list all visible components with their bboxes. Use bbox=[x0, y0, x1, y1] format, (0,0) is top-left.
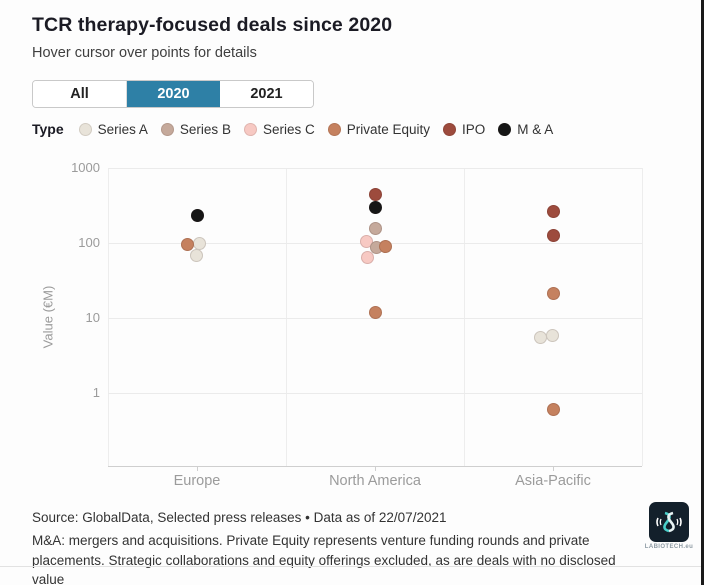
data-point-ipo[interactable] bbox=[546, 229, 560, 243]
data-point-ipo[interactable] bbox=[368, 187, 382, 201]
data-point-m-a[interactable] bbox=[190, 209, 204, 223]
data-point-ipo[interactable] bbox=[546, 205, 560, 219]
page-title: TCR therapy-focused deals since 2020 bbox=[32, 14, 393, 36]
data-point-private-equity[interactable] bbox=[378, 239, 392, 253]
data-point-series-c[interactable] bbox=[359, 234, 373, 248]
data-point-private-equity[interactable] bbox=[180, 238, 194, 252]
x-axis-category-label: Asia-Pacific bbox=[515, 473, 591, 489]
legend-dot bbox=[160, 122, 174, 136]
legend-item-m-a: M & A bbox=[498, 122, 553, 137]
legend-item-series-c: Series C bbox=[243, 121, 315, 137]
gridline-vertical bbox=[642, 168, 643, 466]
tab-2021[interactable]: 2021 bbox=[220, 81, 313, 107]
data-point-series-a[interactable] bbox=[192, 237, 206, 251]
legend-title: Type bbox=[32, 121, 64, 137]
data-point-private-equity[interactable] bbox=[368, 305, 382, 319]
tab-2020[interactable]: 2020 bbox=[127, 81, 220, 107]
legend-item-private-equity: Private Equity bbox=[327, 121, 431, 137]
x-axis-category-label: North America bbox=[329, 473, 421, 489]
legend-label-text: M & A bbox=[517, 121, 554, 137]
data-point-series-a[interactable] bbox=[189, 249, 203, 263]
data-point-private-equity[interactable] bbox=[546, 403, 560, 417]
gridline-horizontal bbox=[108, 168, 642, 169]
dna-helix-icon bbox=[656, 511, 682, 533]
legend-label-text: Series A bbox=[97, 121, 148, 137]
year-filter-tabs: All 2020 2021 bbox=[32, 80, 314, 108]
legend-label-text: Series B bbox=[179, 121, 231, 137]
legend-item-series-b: Series B bbox=[160, 121, 231, 137]
gridline-vertical bbox=[108, 168, 109, 466]
source-text: Source: GlobalData, Selected press relea… bbox=[32, 510, 447, 525]
legend-dot bbox=[498, 122, 512, 136]
chart-subtitle: Hover cursor over points for details bbox=[32, 45, 257, 61]
x-axis-tick bbox=[553, 466, 554, 471]
legend-label-text: Series C bbox=[262, 121, 315, 137]
data-point-private-equity[interactable] bbox=[546, 287, 560, 301]
data-point-m-a[interactable] bbox=[368, 200, 382, 214]
data-point-series-b[interactable] bbox=[368, 222, 382, 236]
legend-dot bbox=[327, 122, 341, 136]
y-axis-tick-label: 100 bbox=[78, 235, 100, 250]
y-axis-tick-label: 1 bbox=[92, 385, 100, 400]
footnote-text: M&A: mergers and acquisitions. Private E… bbox=[32, 533, 616, 585]
legend-dot bbox=[443, 122, 457, 136]
gridline-horizontal bbox=[108, 393, 642, 394]
legend-item-ipo: IPO bbox=[443, 122, 485, 137]
y-axis-tick-label: 1000 bbox=[71, 160, 100, 175]
legend-dot bbox=[243, 122, 257, 136]
publisher-logo: LABIOTECH.eu bbox=[644, 502, 694, 550]
bottom-divider bbox=[0, 566, 704, 567]
screen-edge bbox=[701, 0, 704, 585]
gridline-vertical bbox=[286, 168, 287, 466]
scatter-plot: 1000 100 10 1 Value (€M) Europe North America A… bbox=[40, 160, 643, 489]
legend-label-text: Private Equity bbox=[346, 121, 431, 137]
legend-items: Series A Series B Series C Private Equity IP… bbox=[78, 121, 553, 137]
y-axis-tick-label: 10 bbox=[85, 310, 100, 325]
legend-item-series-a: Series A bbox=[78, 121, 148, 137]
x-axis-tick bbox=[375, 466, 376, 471]
legend-dot bbox=[78, 122, 92, 136]
tab-all[interactable]: All bbox=[33, 81, 127, 107]
labiotech-logo-icon bbox=[649, 502, 689, 542]
x-axis-category-label: Europe bbox=[173, 473, 221, 489]
data-point-series-c[interactable] bbox=[360, 250, 374, 264]
data-point-series-a[interactable] bbox=[533, 330, 547, 344]
chart-legend: Type Series A Series B Series C Private Equ… bbox=[32, 119, 553, 139]
legend-label-text: IPO bbox=[462, 121, 486, 137]
y-axis-title: Value (€M) bbox=[40, 285, 56, 349]
data-point-series-a[interactable] bbox=[545, 329, 559, 343]
logo-caption: LABIOTECH.eu bbox=[644, 544, 694, 550]
gridline-vertical bbox=[464, 168, 465, 466]
x-axis-tick bbox=[197, 466, 198, 471]
